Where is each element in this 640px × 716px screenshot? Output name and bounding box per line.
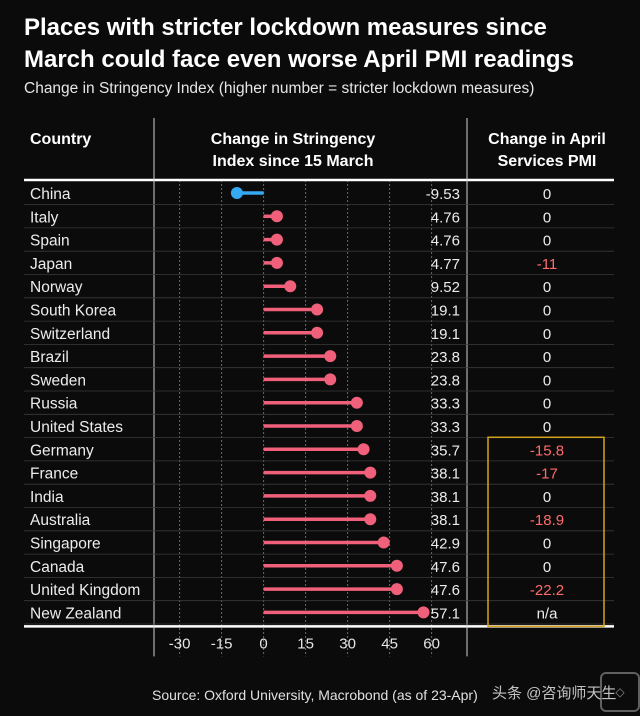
value-label-2: 4.76 [431, 233, 460, 250]
chart-subtitle: Change in Stringency Index (higher numbe… [24, 80, 535, 97]
pmi-label-18: n/a [537, 605, 559, 622]
value-label-16: 47.6 [431, 559, 460, 576]
value-label-11: 35.7 [431, 442, 460, 459]
dot-16 [390, 559, 403, 572]
pmi-label-15: 0 [543, 536, 551, 553]
country-label-8: Sweden [30, 372, 86, 389]
header-pmi-line2: Services PMI [498, 153, 597, 170]
pmi-label-2: 0 [543, 233, 551, 250]
pmi-label-16: 0 [543, 559, 551, 576]
watermark-text: 头条 @咨询师天生 [492, 685, 617, 702]
x-tick-label-4: 30 [339, 635, 356, 652]
source-note: Source: Oxford University, Macrobond (as… [152, 687, 478, 703]
x-tick-label-0: -30 [169, 635, 191, 652]
country-label-3: Japan [30, 256, 72, 273]
dot-17 [390, 583, 403, 596]
pmi-label-5: 0 [543, 303, 551, 320]
pmi-label-13: 0 [543, 489, 551, 506]
country-label-7: Brazil [30, 349, 69, 366]
value-label-13: 38.1 [431, 489, 460, 506]
country-label-15: Singapore [30, 536, 101, 553]
pmi-label-9: 0 [543, 396, 551, 413]
value-label-7: 23.8 [431, 349, 460, 366]
value-label-17: 47.6 [431, 582, 460, 599]
pmi-label-0: 0 [543, 186, 551, 203]
value-label-8: 23.8 [431, 372, 460, 389]
pmi-label-7: 0 [543, 349, 551, 366]
pmi-label-4: 0 [543, 279, 551, 296]
country-label-12: France [30, 466, 78, 483]
pmi-label-12: -17 [536, 466, 558, 483]
country-label-6: Switzerland [30, 326, 110, 343]
value-label-9: 33.3 [431, 396, 460, 413]
dot-6 [311, 326, 324, 339]
dot-15 [377, 536, 390, 549]
country-label-2: Spain [30, 233, 70, 250]
country-label-5: South Korea [30, 303, 117, 320]
country-label-10: United States [30, 419, 123, 436]
pmi-label-10: 0 [543, 419, 551, 436]
country-label-16: Canada [30, 559, 85, 576]
country-label-13: India [30, 489, 64, 506]
x-tick-label-5: 45 [381, 635, 398, 652]
dot-8 [324, 373, 337, 386]
dot-4 [284, 280, 297, 293]
x-tick-label-6: 60 [423, 635, 440, 652]
dot-11 [357, 443, 370, 456]
dot-10 [350, 420, 363, 432]
value-label-1: 4.76 [431, 209, 460, 226]
dot-9 [350, 396, 363, 409]
value-label-3: 4.77 [431, 256, 460, 273]
country-label-14: Australia [30, 512, 91, 529]
x-tick-label-2: 0 [259, 635, 267, 652]
pmi-label-8: 0 [543, 372, 551, 389]
value-label-5: 19.1 [431, 303, 460, 320]
dot-14 [364, 513, 377, 526]
dot-5 [311, 303, 324, 316]
pmi-label-3: -11 [537, 256, 558, 273]
pmi-highlight-box [487, 436, 605, 628]
dot-3 [270, 256, 283, 269]
pmi-label-1: 0 [543, 209, 551, 226]
dot-12 [364, 466, 377, 479]
watermark-logo-icon: ◇ [600, 672, 640, 712]
value-label-0: -9.53 [426, 186, 460, 203]
country-label-1: Italy [30, 209, 59, 226]
country-label-0: China [30, 186, 71, 203]
country-label-18: New Zealand [30, 605, 121, 622]
country-label-11: Germany [30, 442, 94, 459]
chart-title: Places with stricter lockdown measures s… [24, 14, 574, 73]
pmi-label-17: -22.2 [530, 582, 564, 599]
x-tick-label-3: 15 [297, 635, 314, 652]
dot-2 [270, 233, 283, 246]
value-label-6: 19.1 [431, 326, 460, 343]
header-country: Country [30, 131, 91, 148]
header-change-line2: Index since 15 March [213, 153, 374, 170]
pmi-label-6: 0 [543, 326, 551, 343]
country-label-17: United Kingdom [30, 582, 140, 599]
country-label-4: Norway [30, 279, 83, 296]
value-label-4: 9.52 [431, 279, 460, 296]
dot-13 [364, 489, 377, 502]
pmi-label-14: -18.9 [530, 512, 564, 529]
value-label-10: 33.3 [431, 419, 460, 436]
pmi-label-11: -15.8 [530, 442, 564, 459]
dot-7 [324, 350, 337, 363]
value-label-18: 57.1 [431, 605, 460, 622]
value-label-12: 38.1 [431, 466, 460, 483]
value-label-15: 42.9 [431, 536, 460, 553]
dot-0 [230, 187, 243, 199]
x-tick-label-1: -15 [211, 635, 233, 652]
header-pmi-line1: Change in April [488, 131, 606, 148]
value-label-14: 38.1 [431, 512, 460, 529]
header-change-line1: Change in Stringency [211, 131, 376, 148]
dot-18 [417, 606, 430, 619]
dot-1 [270, 210, 283, 223]
country-label-9: Russia [30, 396, 78, 413]
